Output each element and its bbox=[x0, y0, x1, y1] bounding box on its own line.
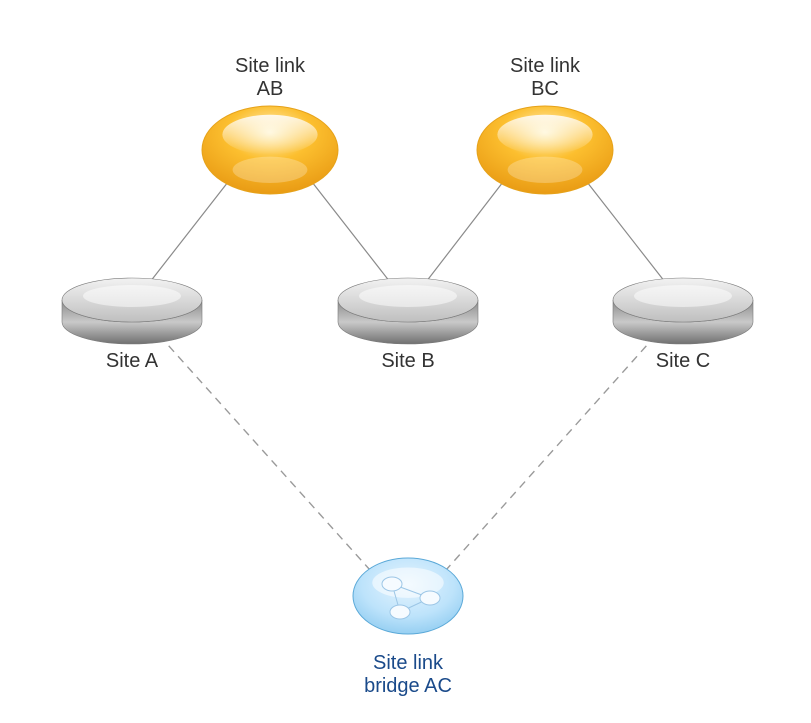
label-site-a: Site A bbox=[32, 350, 232, 373]
edge bbox=[587, 182, 665, 282]
edge bbox=[426, 182, 503, 282]
sitelink-node bbox=[202, 106, 338, 194]
label-link-bc: Site link BC bbox=[445, 55, 645, 101]
site-node bbox=[338, 278, 478, 344]
edges-layer bbox=[150, 182, 665, 570]
site-node bbox=[62, 278, 202, 344]
sitelink-node bbox=[477, 106, 613, 194]
site-node bbox=[613, 278, 753, 344]
bridge-node bbox=[353, 558, 463, 634]
label-link-ab: Site link AB bbox=[170, 55, 370, 101]
edge bbox=[150, 182, 228, 282]
label-site-c: Site C bbox=[583, 350, 783, 373]
edge bbox=[312, 182, 390, 282]
label-site-b: Site B bbox=[308, 350, 508, 373]
label-bridge-ac: Site link bridge AC bbox=[308, 652, 508, 698]
